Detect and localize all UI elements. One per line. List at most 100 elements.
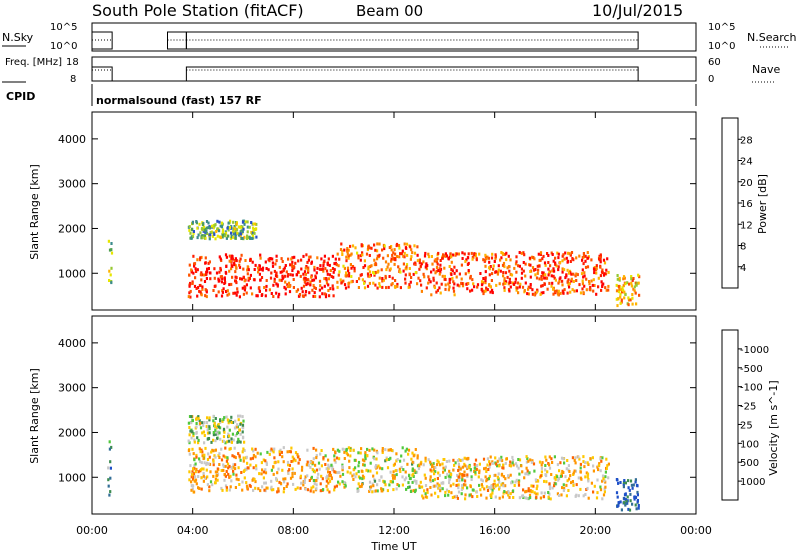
data-cell: [465, 282, 469, 286]
data-cell: [580, 272, 584, 276]
data-cell: [619, 481, 622, 484]
data-cell: [234, 227, 237, 231]
data-cell: [214, 237, 217, 241]
data-cell: [626, 499, 629, 503]
data-cell: [199, 421, 202, 425]
data-cell: [224, 446, 227, 450]
data-cell: [297, 455, 300, 459]
data-cell: [241, 423, 245, 427]
data-cell: [519, 282, 522, 286]
data-cell: [532, 256, 535, 259]
data-cell: [491, 272, 494, 276]
data-cell: [596, 465, 599, 469]
data-cell: [371, 482, 374, 486]
data-cell: [380, 475, 383, 479]
data-cell: [234, 257, 237, 261]
power-ylabel: Slant Range [km]: [28, 164, 41, 260]
data-cell: [224, 455, 227, 459]
data-cell: [566, 459, 569, 462]
data-cell: [502, 482, 505, 486]
data-cell: [358, 485, 361, 489]
data-cell: [325, 476, 328, 480]
data-cell: [548, 492, 551, 496]
data-cell: [107, 239, 110, 243]
data-cell: [225, 265, 228, 268]
data-cell: [524, 281, 527, 285]
data-cell: [561, 469, 564, 473]
data-cell: [461, 475, 464, 479]
data-cell: [199, 256, 202, 260]
data-cell: [287, 469, 290, 473]
data-cell: [563, 257, 566, 261]
data-cell: [561, 267, 564, 271]
data-cell: [562, 488, 565, 492]
data-cell: [432, 468, 435, 472]
data-cell: [234, 463, 237, 467]
data-cell: [238, 483, 241, 486]
data-cell: [312, 284, 315, 287]
data-cell: [616, 277, 619, 281]
data-cell: [599, 265, 602, 269]
data-cell: [340, 281, 343, 285]
data-cell: [502, 271, 505, 274]
data-cell: [581, 258, 584, 262]
data-cell: [252, 230, 255, 234]
data-cell: [216, 227, 219, 231]
data-cell: [363, 463, 366, 467]
data-cell: [206, 437, 209, 441]
data-cell: [304, 272, 307, 276]
data-cell: [241, 236, 244, 240]
data-cell: [327, 277, 330, 281]
data-cell: [303, 270, 307, 274]
data-cell: [468, 493, 471, 497]
data-cell: [453, 495, 456, 499]
data-cell: [544, 455, 547, 459]
data-cell: [294, 487, 297, 491]
data-cell: [235, 281, 238, 285]
velocity-heatmap: [107, 414, 640, 512]
data-cell: [292, 286, 295, 289]
data-cell: [258, 286, 261, 290]
data-cell: [321, 292, 324, 296]
data-cell: [357, 464, 360, 468]
data-cell: [410, 457, 413, 461]
data-cell: [363, 264, 367, 268]
data-cell: [556, 292, 560, 296]
data-cell: [265, 284, 268, 288]
data-cell: [570, 279, 573, 283]
data-cell: [306, 448, 309, 452]
data-cell: [383, 480, 386, 484]
data-cell: [579, 462, 582, 466]
data-cell: [532, 484, 535, 488]
data-cell: [515, 260, 518, 264]
data-cell: [583, 284, 586, 288]
data-cell: [526, 457, 529, 460]
data-cell: [110, 445, 113, 449]
data-cell: [531, 288, 534, 292]
data-cell: [357, 482, 360, 486]
data-cell: [563, 288, 566, 292]
data-cell: [539, 251, 543, 255]
data-cell: [432, 268, 435, 272]
data-cell: [198, 487, 201, 490]
data-cell: [218, 270, 221, 274]
status-2-solid: [185, 66, 639, 82]
data-cell: [438, 483, 441, 487]
data-cell: [230, 267, 233, 271]
data-cell: [205, 277, 208, 280]
data-cell: [472, 282, 475, 286]
data-cell: [189, 231, 192, 235]
data-cell: [637, 506, 640, 510]
data-cell: [615, 478, 618, 481]
data-cell: [474, 458, 478, 462]
data-cell: [381, 449, 384, 453]
data-cell: [548, 466, 552, 470]
data-cell: [458, 272, 461, 276]
data-cell: [385, 456, 388, 460]
data-cell: [291, 256, 294, 260]
data-cell: [339, 474, 342, 478]
data-cell: [109, 476, 112, 480]
data-cell: [570, 481, 573, 485]
data-cell: [628, 488, 631, 492]
